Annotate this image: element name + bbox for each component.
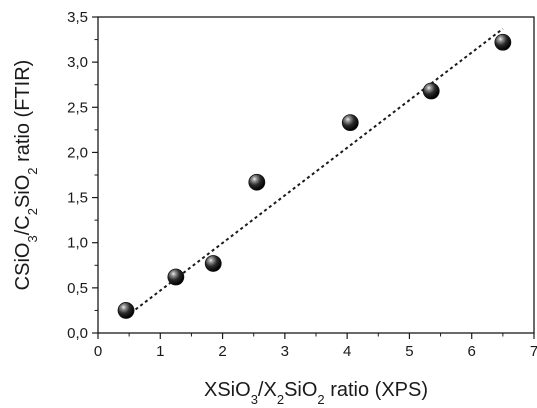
x-tick-label: 3: [281, 343, 289, 360]
x-tick-label: 4: [343, 343, 351, 360]
y-tick-label: 0,0: [67, 325, 88, 342]
y-tick-label: 2,0: [67, 144, 88, 161]
y-tick-label: 1,5: [67, 190, 88, 207]
data-point: [341, 114, 359, 132]
x-tick-label: 5: [405, 343, 413, 360]
x-tick-label: 7: [530, 343, 537, 360]
axis-labels: XSiO3/X2SiO2 ratio (XPS)CSiO3/C2SiO2 rat…: [12, 60, 428, 407]
data-point: [494, 33, 512, 51]
y-tick-label: 1,0: [67, 235, 88, 252]
label-segment: ratio (XPS): [325, 379, 428, 401]
label-segment: /C: [12, 215, 34, 235]
x-tick-label: 0: [94, 343, 102, 360]
x-tick-label: 2: [218, 343, 226, 360]
label-segment: CSiO: [12, 243, 34, 291]
label-segment: ratio (FTIR): [12, 60, 34, 168]
subscript: 2: [25, 167, 40, 174]
subscript: 2: [277, 392, 284, 407]
label-segment: XSiO: [204, 379, 251, 401]
data-point: [117, 302, 135, 319]
x-axis-title: XSiO3/X2SiO2 ratio (XPS): [204, 379, 428, 407]
subscript: 3: [251, 392, 258, 407]
subscript: 3: [25, 235, 40, 242]
y-axis-title: CSiO3/C2SiO2 ratio (FTIR): [12, 60, 40, 291]
plot-frame: [97, 16, 535, 334]
fit-line-group: [125, 27, 504, 318]
label-segment: /X: [258, 379, 277, 401]
data-point: [167, 268, 185, 286]
data-point: [422, 82, 440, 100]
y-tick-label: 0,5: [67, 280, 88, 297]
axes: 0 1 2 3 4 5 6 7 0,0 0,5 1,0 1,5 2,0 2,5 3,0 3,5: [67, 9, 537, 360]
data-point: [204, 255, 222, 272]
label-segment: SiO: [284, 379, 317, 401]
label-segment: SiO: [12, 175, 34, 208]
data-points: [117, 33, 512, 319]
x-tick-label: 1: [156, 343, 164, 360]
y-tick-label: 2,5: [67, 99, 88, 116]
linear-fit-line: [125, 27, 504, 318]
y-tick-label: 3,5: [67, 9, 88, 26]
y-tick-label: 3,0: [67, 54, 88, 71]
data-point: [248, 173, 266, 191]
x-tick-label: 6: [468, 343, 476, 360]
subscript: 2: [25, 208, 40, 215]
subscript: 2: [317, 392, 324, 407]
